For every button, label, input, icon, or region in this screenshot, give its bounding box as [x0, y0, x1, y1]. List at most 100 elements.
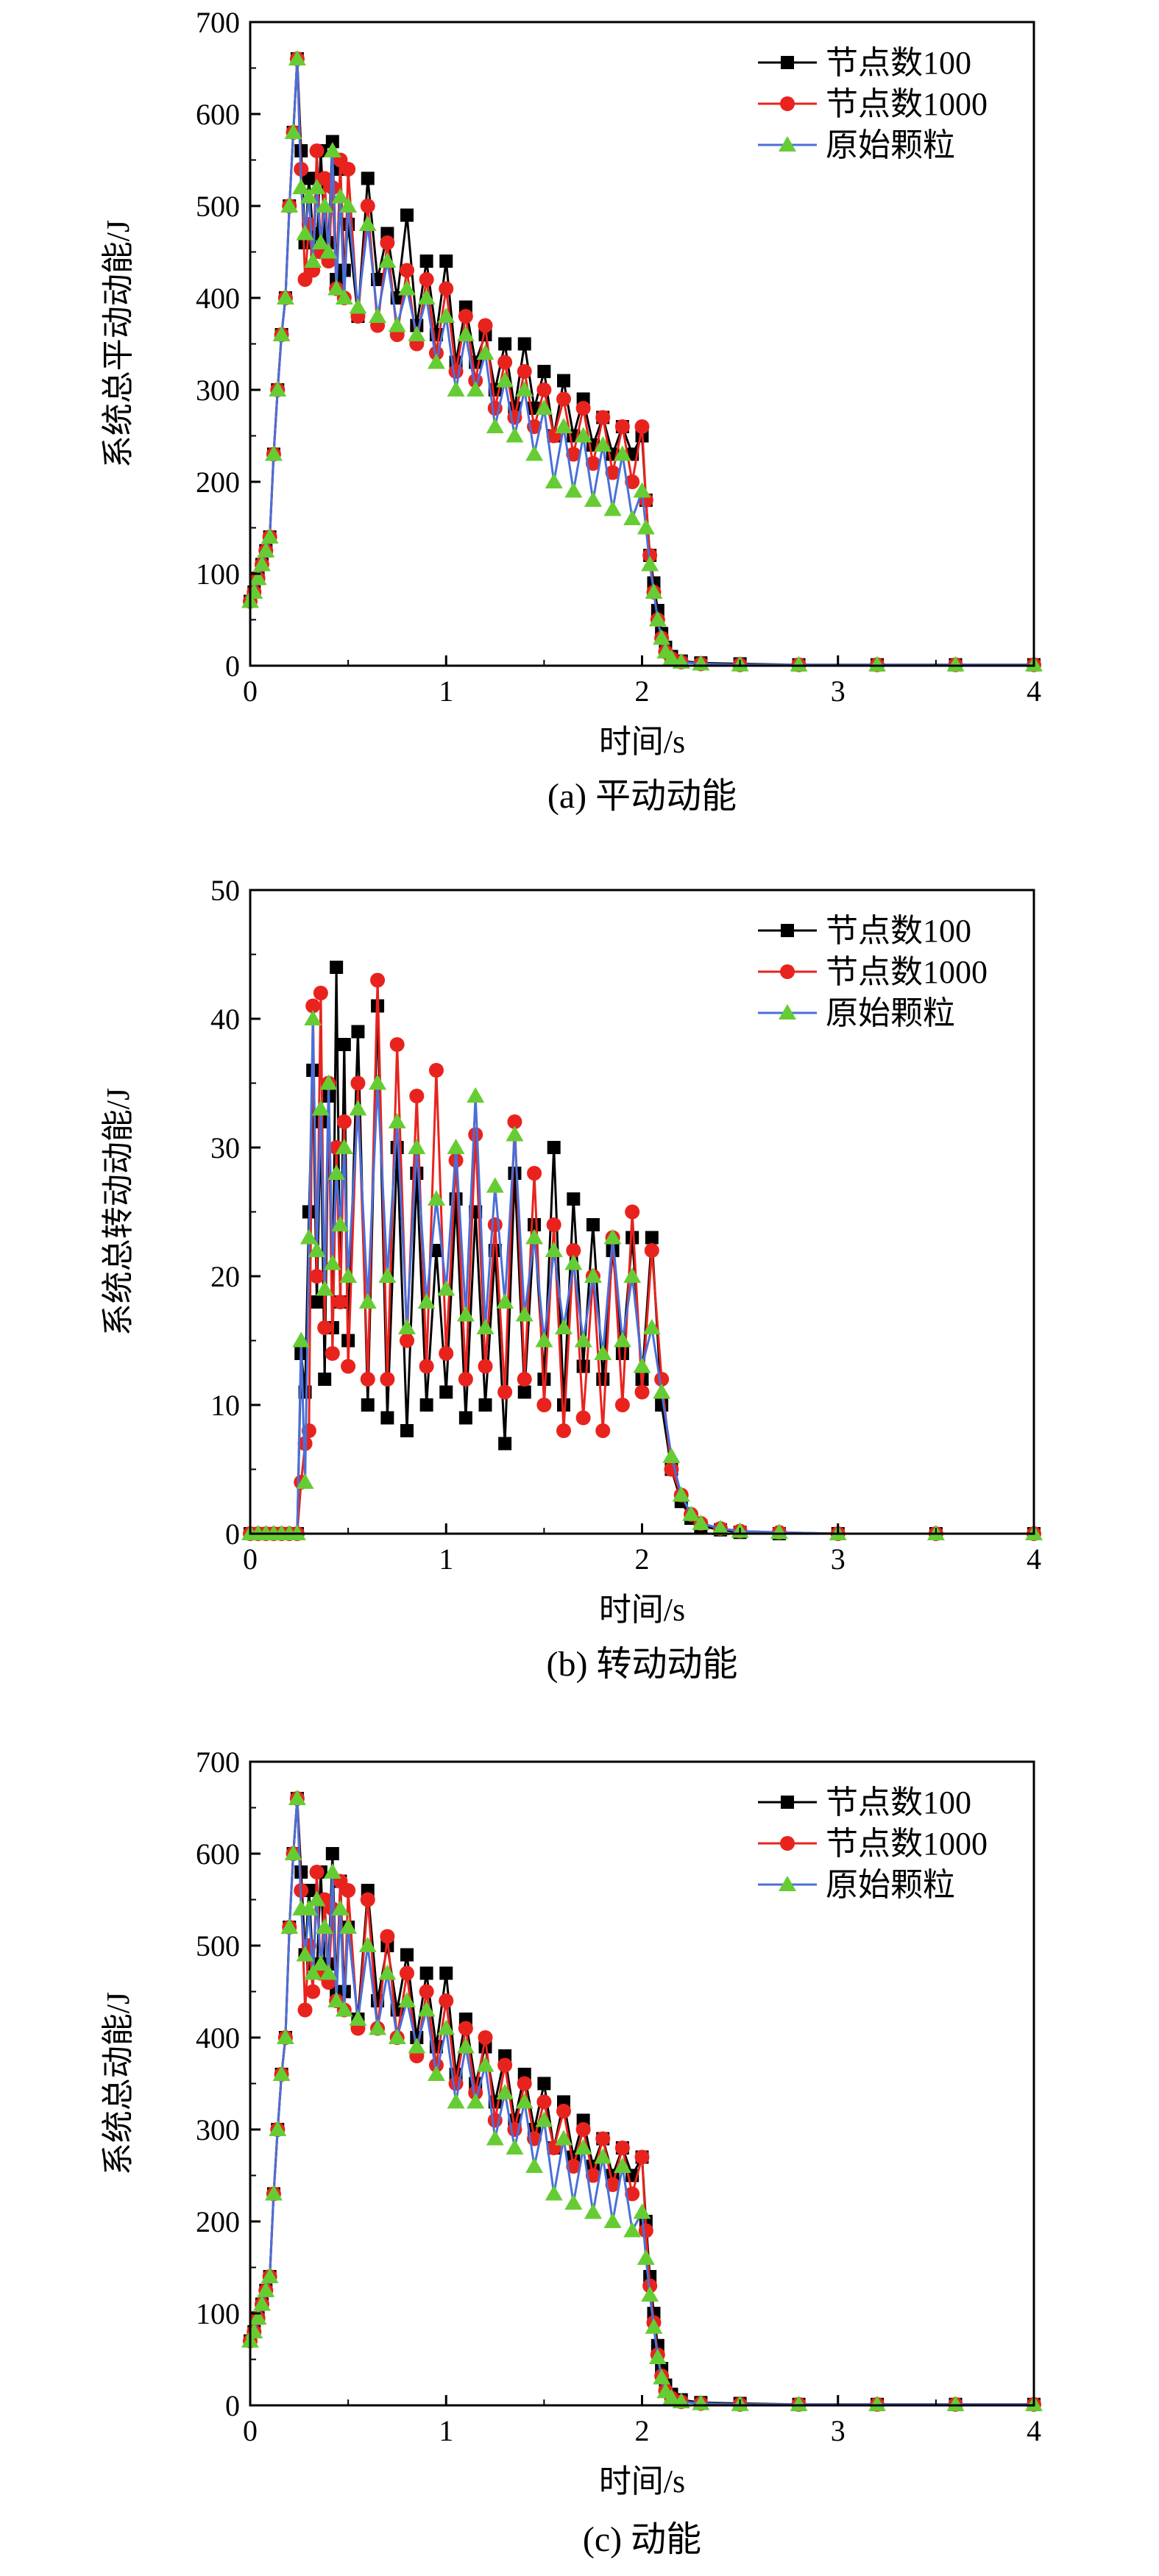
data-point — [547, 1141, 561, 1154]
data-point — [625, 2186, 640, 2202]
data-point — [868, 655, 886, 672]
data-point — [316, 1280, 334, 1296]
data-point — [458, 2021, 473, 2036]
data-point — [400, 263, 414, 278]
data-point — [946, 655, 965, 672]
data-point — [603, 500, 622, 516]
data-point — [586, 1218, 600, 1231]
data-point — [437, 1280, 456, 1296]
data-point — [564, 1254, 583, 1270]
data-point — [319, 243, 338, 259]
data-point — [645, 2318, 663, 2334]
data-point — [409, 1089, 425, 1103]
data-point — [400, 1333, 414, 1348]
data-point — [439, 281, 454, 296]
legend: 节点数100 节点数1000 原始颗粒 — [758, 913, 988, 1031]
data-point — [545, 473, 563, 488]
data-point — [633, 482, 651, 498]
data-point — [249, 2309, 267, 2325]
data-point — [585, 2168, 600, 2183]
data-point — [653, 629, 671, 645]
x-tick-label: 1 — [439, 1543, 453, 1576]
data-point — [319, 1964, 338, 1980]
data-point — [408, 1139, 426, 1154]
data-point — [456, 2038, 475, 2054]
data-point — [249, 569, 267, 586]
data-point — [331, 188, 350, 204]
data-point — [257, 541, 275, 558]
data-point — [634, 1384, 650, 1400]
legend-label: 节点数100 — [826, 1785, 971, 1821]
y-tick-label: 600 — [196, 1837, 240, 1871]
data-point — [545, 1242, 563, 1257]
data-point — [327, 1992, 346, 2007]
data-point — [536, 2094, 552, 2110]
data-point — [497, 1384, 513, 1400]
data-point — [712, 1520, 729, 1535]
data-point — [555, 418, 573, 433]
data-point — [517, 1385, 531, 1399]
data-point — [316, 1918, 334, 1934]
data-point — [296, 1946, 314, 1962]
data-point — [555, 2130, 573, 2146]
data-point — [272, 326, 291, 341]
data-point — [410, 1167, 424, 1180]
y-tick-label: 20 — [210, 1260, 240, 1293]
data-point — [584, 2203, 602, 2219]
data-point — [292, 1331, 311, 1348]
data-point — [297, 2002, 313, 2018]
data-point — [507, 1114, 522, 1129]
data-point — [557, 1398, 570, 1412]
data-point — [358, 1293, 377, 1309]
data-point — [497, 2057, 513, 2073]
data-point — [486, 2130, 504, 2146]
x-tick-label: 0 — [243, 675, 258, 708]
y-axis-title: 系统总转动动能/J — [100, 1088, 136, 1336]
series-line — [249, 1798, 1034, 2406]
data-point — [575, 2122, 591, 2137]
data-point — [260, 2268, 279, 2283]
data-point — [327, 1164, 346, 1180]
data-point — [419, 1359, 434, 1374]
data-point — [645, 1231, 659, 1245]
data-point — [637, 2249, 655, 2265]
data-point — [623, 2221, 642, 2238]
data-point — [333, 1295, 348, 1309]
data-point — [517, 1372, 532, 1387]
data-point — [447, 381, 465, 396]
data-point — [323, 142, 341, 157]
data-point — [595, 410, 611, 425]
data-point — [276, 289, 294, 305]
data-point — [437, 307, 456, 323]
data-point — [400, 1948, 414, 1962]
data-point — [498, 337, 512, 351]
x-tick-label: 2 — [635, 1543, 650, 1576]
data-point — [308, 179, 326, 194]
data-point — [605, 2177, 620, 2192]
data-point — [300, 1900, 318, 1915]
data-point — [478, 318, 493, 333]
data-point — [655, 1398, 669, 1412]
data-point — [335, 1139, 353, 1154]
data-point — [369, 1074, 387, 1090]
legend-label: 节点数1000 — [826, 954, 988, 990]
data-point — [574, 2139, 592, 2155]
data-point — [304, 1010, 322, 1025]
data-point — [614, 419, 630, 434]
data-point — [476, 1319, 495, 1334]
data-point — [325, 135, 339, 149]
figure-caption: (a) 平动动能 — [547, 777, 737, 816]
data-point — [506, 1125, 524, 1142]
data-point — [613, 1331, 631, 1348]
data-point — [309, 1269, 325, 1284]
figure-caption: (c) 动能 — [583, 2520, 701, 2559]
data-point — [311, 1100, 330, 1116]
data-point — [594, 2148, 612, 2164]
data-point — [427, 353, 445, 369]
data-point — [349, 1100, 367, 1116]
chart-panel-3: 0 1 2 3 4 0 100 200 300 400 500 600 700 时间/s 系统总动能/J (c… — [100, 1746, 1043, 2559]
legend-marker — [781, 924, 794, 937]
data-point — [361, 1398, 375, 1412]
x-tick-label: 4 — [1027, 2414, 1041, 2447]
data-point — [280, 197, 299, 213]
